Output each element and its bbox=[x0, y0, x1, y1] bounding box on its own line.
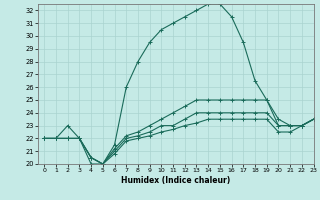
X-axis label: Humidex (Indice chaleur): Humidex (Indice chaleur) bbox=[121, 176, 231, 185]
